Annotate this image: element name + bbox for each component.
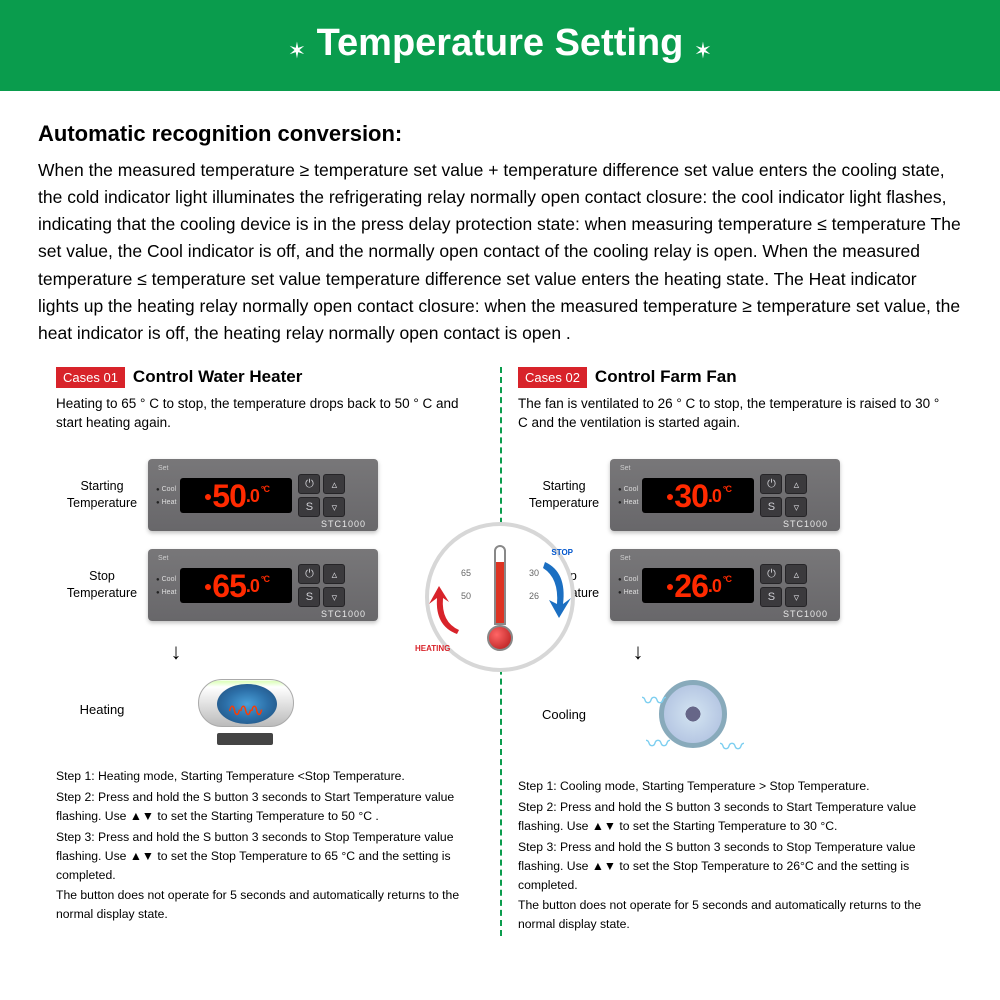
lcd-display: ●30.0°C [642,478,754,513]
power-button[interactable]: ⏻ [760,474,782,494]
case-title: Control Farm Fan [595,367,737,387]
power-button[interactable]: ⏻ [298,474,320,494]
step-text: Step 3: Press and hold the S button 3 se… [518,838,944,895]
case-badge: Cases 02 [518,367,587,388]
set-button[interactable]: S [298,587,320,607]
step-text: Step 2: Press and hold the S button 3 se… [56,788,482,826]
set-button[interactable]: S [760,497,782,517]
lcd-display: ●26.0°C [642,568,754,603]
step-text: Step 1: Cooling mode, Starting Temperatu… [518,777,944,796]
model-label: STC1000 [618,609,832,619]
thermo-tube [487,541,513,651]
down-button[interactable]: ▿ [323,497,345,517]
heat-arrow-icon [427,584,471,645]
stc-device: Set CoolHeat ●30.0°C ⏻ ▵ S ▿ STC1000 [610,459,840,531]
stop-temp-label: Stop Temperature [56,568,148,602]
start-temp-label: Starting Temperature [56,478,148,512]
up-button[interactable]: ▵ [323,474,345,494]
model-label: STC1000 [618,519,832,529]
up-button[interactable]: ▵ [785,564,807,584]
section-subtitle: Automatic recognition conversion: [38,121,962,147]
case-desc: The fan is ventilated to 26 ° C to stop,… [518,394,944,433]
star-icon: ✶ [282,38,312,63]
power-button[interactable]: ⏻ [760,564,782,584]
stc-device: Set CoolHeat ●26.0°C ⏻ ▵ S ▿ STC1000 [610,549,840,621]
down-button[interactable]: ▿ [323,587,345,607]
model-label: STC1000 [156,519,370,529]
set-button[interactable]: S [298,497,320,517]
page-title: Temperature Setting [317,22,684,65]
up-button[interactable]: ▵ [323,564,345,584]
power-button[interactable]: ⏻ [298,564,320,584]
step-text: Step 3: Press and hold the S button 3 se… [56,828,482,885]
lcd-display: ●65.0°C [180,568,292,603]
cases-row: 6550 3026 HEATING STOP [38,367,962,936]
mode-label: Heating [56,702,148,717]
cool-arrow-icon [533,556,575,627]
mode-label: Cooling [518,707,610,722]
steps-list: Step 1: Cooling mode, Starting Temperatu… [518,777,944,934]
header-banner: ✶ Temperature Setting ✶ [0,0,1000,91]
step-text: Step 1: Heating mode, Starting Temperatu… [56,767,482,786]
down-button[interactable]: ▿ [785,497,807,517]
down-button[interactable]: ▿ [785,587,807,607]
section-description: When the measured temperature ≥ temperat… [38,157,962,347]
case-title: Control Water Heater [133,367,302,387]
step-text: The button does not operate for 5 second… [518,896,944,934]
stc-device: Set CoolHeat ●50.0°C ⏻ ▵ S ▿ STC1000 [148,459,378,531]
down-arrow-icon: ↓ [162,639,190,665]
heating-label: HEATING [415,644,450,653]
up-button[interactable]: ▵ [785,474,807,494]
case-desc: Heating to 65 ° C to stop, the temperatu… [56,394,482,433]
thermometer-graphic: 6550 3026 HEATING STOP [405,502,595,702]
step-text: Step 2: Press and hold the S button 3 se… [518,798,944,836]
thermo-ring: 6550 3026 HEATING STOP [425,522,575,672]
content-area: Automatic recognition conversion: When t… [0,91,1000,936]
stc-device: Set CoolHeat ●65.0°C ⏻ ▵ S ▿ STC1000 [148,549,378,621]
lcd-display: ●50.0°C [180,478,292,513]
case-badge: Cases 01 [56,367,125,388]
steps-list: Step 1: Heating mode, Starting Temperatu… [56,767,482,924]
water-heater-icon: ∿∿∿ [190,673,300,745]
step-text: The button does not operate for 5 second… [56,886,482,924]
set-button[interactable]: S [760,587,782,607]
down-arrow-icon: ↓ [624,639,652,665]
star-icon: ✶ [688,38,718,63]
fan-icon: 〰 〰 〰 [652,673,734,755]
model-label: STC1000 [156,609,370,619]
stop-label: STOP [551,548,573,557]
